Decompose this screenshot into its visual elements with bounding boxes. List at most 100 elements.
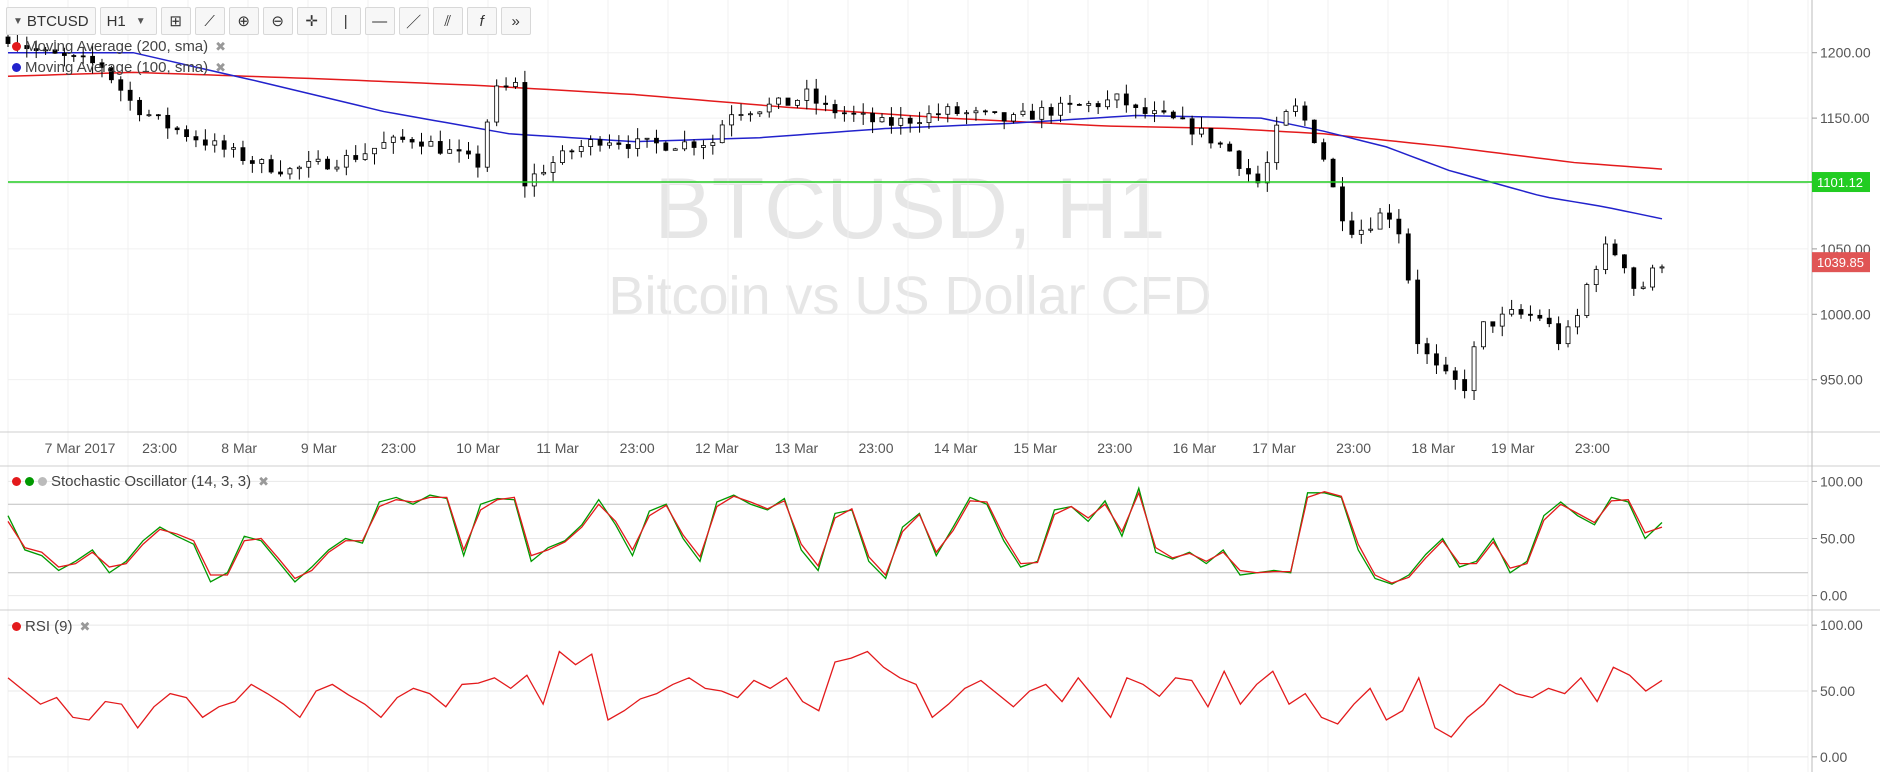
candle-body <box>24 45 30 50</box>
candle-body <box>1133 104 1139 108</box>
candle-body <box>108 67 114 81</box>
candle-body <box>541 171 547 175</box>
candle-body <box>1274 124 1280 164</box>
legend-rsi[interactable]: RSI (9) ✖ <box>12 618 90 635</box>
caret-down-icon: ▼ <box>13 15 23 27</box>
candle-body <box>400 136 406 140</box>
support-price-text: 1101.12 <box>1817 175 1863 190</box>
red-dot-icon <box>12 42 21 51</box>
candle-body <box>1114 93 1120 101</box>
candle-body <box>1095 103 1101 108</box>
legend-stoch[interactable]: Stochastic Oscillator (14, 3, 3) ✖ <box>12 473 269 490</box>
candle-body <box>231 147 236 150</box>
zoom-in-icon[interactable]: ⊕ <box>228 7 259 35</box>
close-icon[interactable]: ✖ <box>258 473 269 489</box>
candle-body <box>973 110 979 114</box>
candle-body <box>1321 142 1327 160</box>
candle-body <box>945 106 951 115</box>
candle-body <box>1330 158 1336 188</box>
candle-body <box>1396 218 1402 235</box>
candle-body <box>1659 266 1665 269</box>
candle-body <box>823 102 829 105</box>
candle-body <box>5 36 11 44</box>
candle-body <box>531 173 537 187</box>
candle-body <box>851 112 857 115</box>
candle-body <box>428 141 434 147</box>
candle-body <box>1058 102 1063 116</box>
candle-body <box>466 150 471 155</box>
candle-body <box>1499 313 1505 327</box>
x-tick-label: 19 Mar <box>1491 440 1535 456</box>
candle-body <box>748 113 753 116</box>
fib-icon[interactable]: ⫽ <box>432 7 463 35</box>
candle-body <box>390 136 396 143</box>
support-price-label: 1101.12 <box>1812 172 1870 193</box>
caret-down-icon: ▼ <box>135 15 146 27</box>
candle-body <box>701 145 706 148</box>
candle-body <box>804 88 810 101</box>
candle-body <box>1434 353 1439 366</box>
x-tick-label: 13 Mar <box>775 440 819 456</box>
candle-body <box>578 146 584 152</box>
legend-ma200[interactable]: Moving Average (200, sma) ✖ <box>12 38 226 55</box>
candle-body <box>1640 286 1646 289</box>
candle-body <box>1039 107 1045 120</box>
candle-body <box>52 49 58 54</box>
candle-body <box>1584 284 1590 316</box>
candle-body <box>296 166 302 170</box>
gray-dot-icon <box>38 477 47 486</box>
y-tick-label: 950.00 <box>1820 372 1863 388</box>
candle-body <box>1631 267 1637 289</box>
candle-body <box>1208 127 1214 144</box>
candle-body <box>550 162 556 173</box>
close-icon[interactable]: ✖ <box>215 38 227 54</box>
candle-body <box>644 137 650 140</box>
candle-body <box>832 104 838 114</box>
zoom-out-icon[interactable]: ⊖ <box>262 7 293 35</box>
support-price-box <box>1812 172 1870 193</box>
candle-body <box>1556 323 1562 345</box>
candle-body <box>841 112 847 115</box>
candle-body <box>1603 243 1609 270</box>
candle-body <box>766 103 772 113</box>
candle-body <box>1105 99 1110 108</box>
close-icon[interactable]: ✖ <box>215 59 227 75</box>
candle-body <box>1011 114 1016 122</box>
candle-body <box>1161 110 1167 113</box>
candle-body <box>597 139 603 146</box>
legend-ma100[interactable]: Moving Average (100, sma) ✖ <box>12 59 226 76</box>
vertical-line-icon[interactable]: | <box>330 7 361 35</box>
crosshair-icon[interactable]: ✛ <box>296 7 327 35</box>
last-price-box <box>1812 252 1870 273</box>
candle-body <box>635 138 641 149</box>
indicators-icon[interactable]: ⟋ <box>194 7 225 35</box>
candle-body <box>654 137 659 144</box>
candle-body <box>1246 168 1251 175</box>
candle-body <box>1593 269 1599 285</box>
more-icon[interactable]: » <box>500 7 531 35</box>
candle-body <box>1358 229 1364 235</box>
candle-body <box>372 147 377 155</box>
candle-body <box>1067 102 1073 105</box>
stoch-d-line <box>7 490 1663 584</box>
candle-body <box>1349 220 1355 235</box>
candle-body <box>888 117 894 126</box>
interval-select[interactable]: H1 ▼ <box>99 7 157 35</box>
compare-icon[interactable]: ⊞ <box>160 7 191 35</box>
horizontal-line-icon[interactable]: — <box>364 7 395 35</box>
symbol-button[interactable]: ▼ BTCUSD <box>6 7 96 35</box>
candle-body <box>1170 111 1176 119</box>
toolbar: ▼ BTCUSD H1 ▼ ⊞ ⟋ ⊕ ⊖ ✛ | — ／ ⫽ f » <box>6 6 531 36</box>
function-icon[interactable]: f <box>466 7 497 35</box>
trend-line-icon[interactable]: ／ <box>398 7 429 35</box>
rsi-line <box>7 650 1663 738</box>
candle-body <box>1622 254 1627 269</box>
candle-body <box>795 99 800 106</box>
close-icon[interactable]: ✖ <box>79 618 91 634</box>
candle-body <box>456 149 462 152</box>
candle-body <box>898 117 904 126</box>
candle-body <box>90 55 95 64</box>
candle-body <box>935 113 941 116</box>
candle-body <box>1509 309 1515 315</box>
